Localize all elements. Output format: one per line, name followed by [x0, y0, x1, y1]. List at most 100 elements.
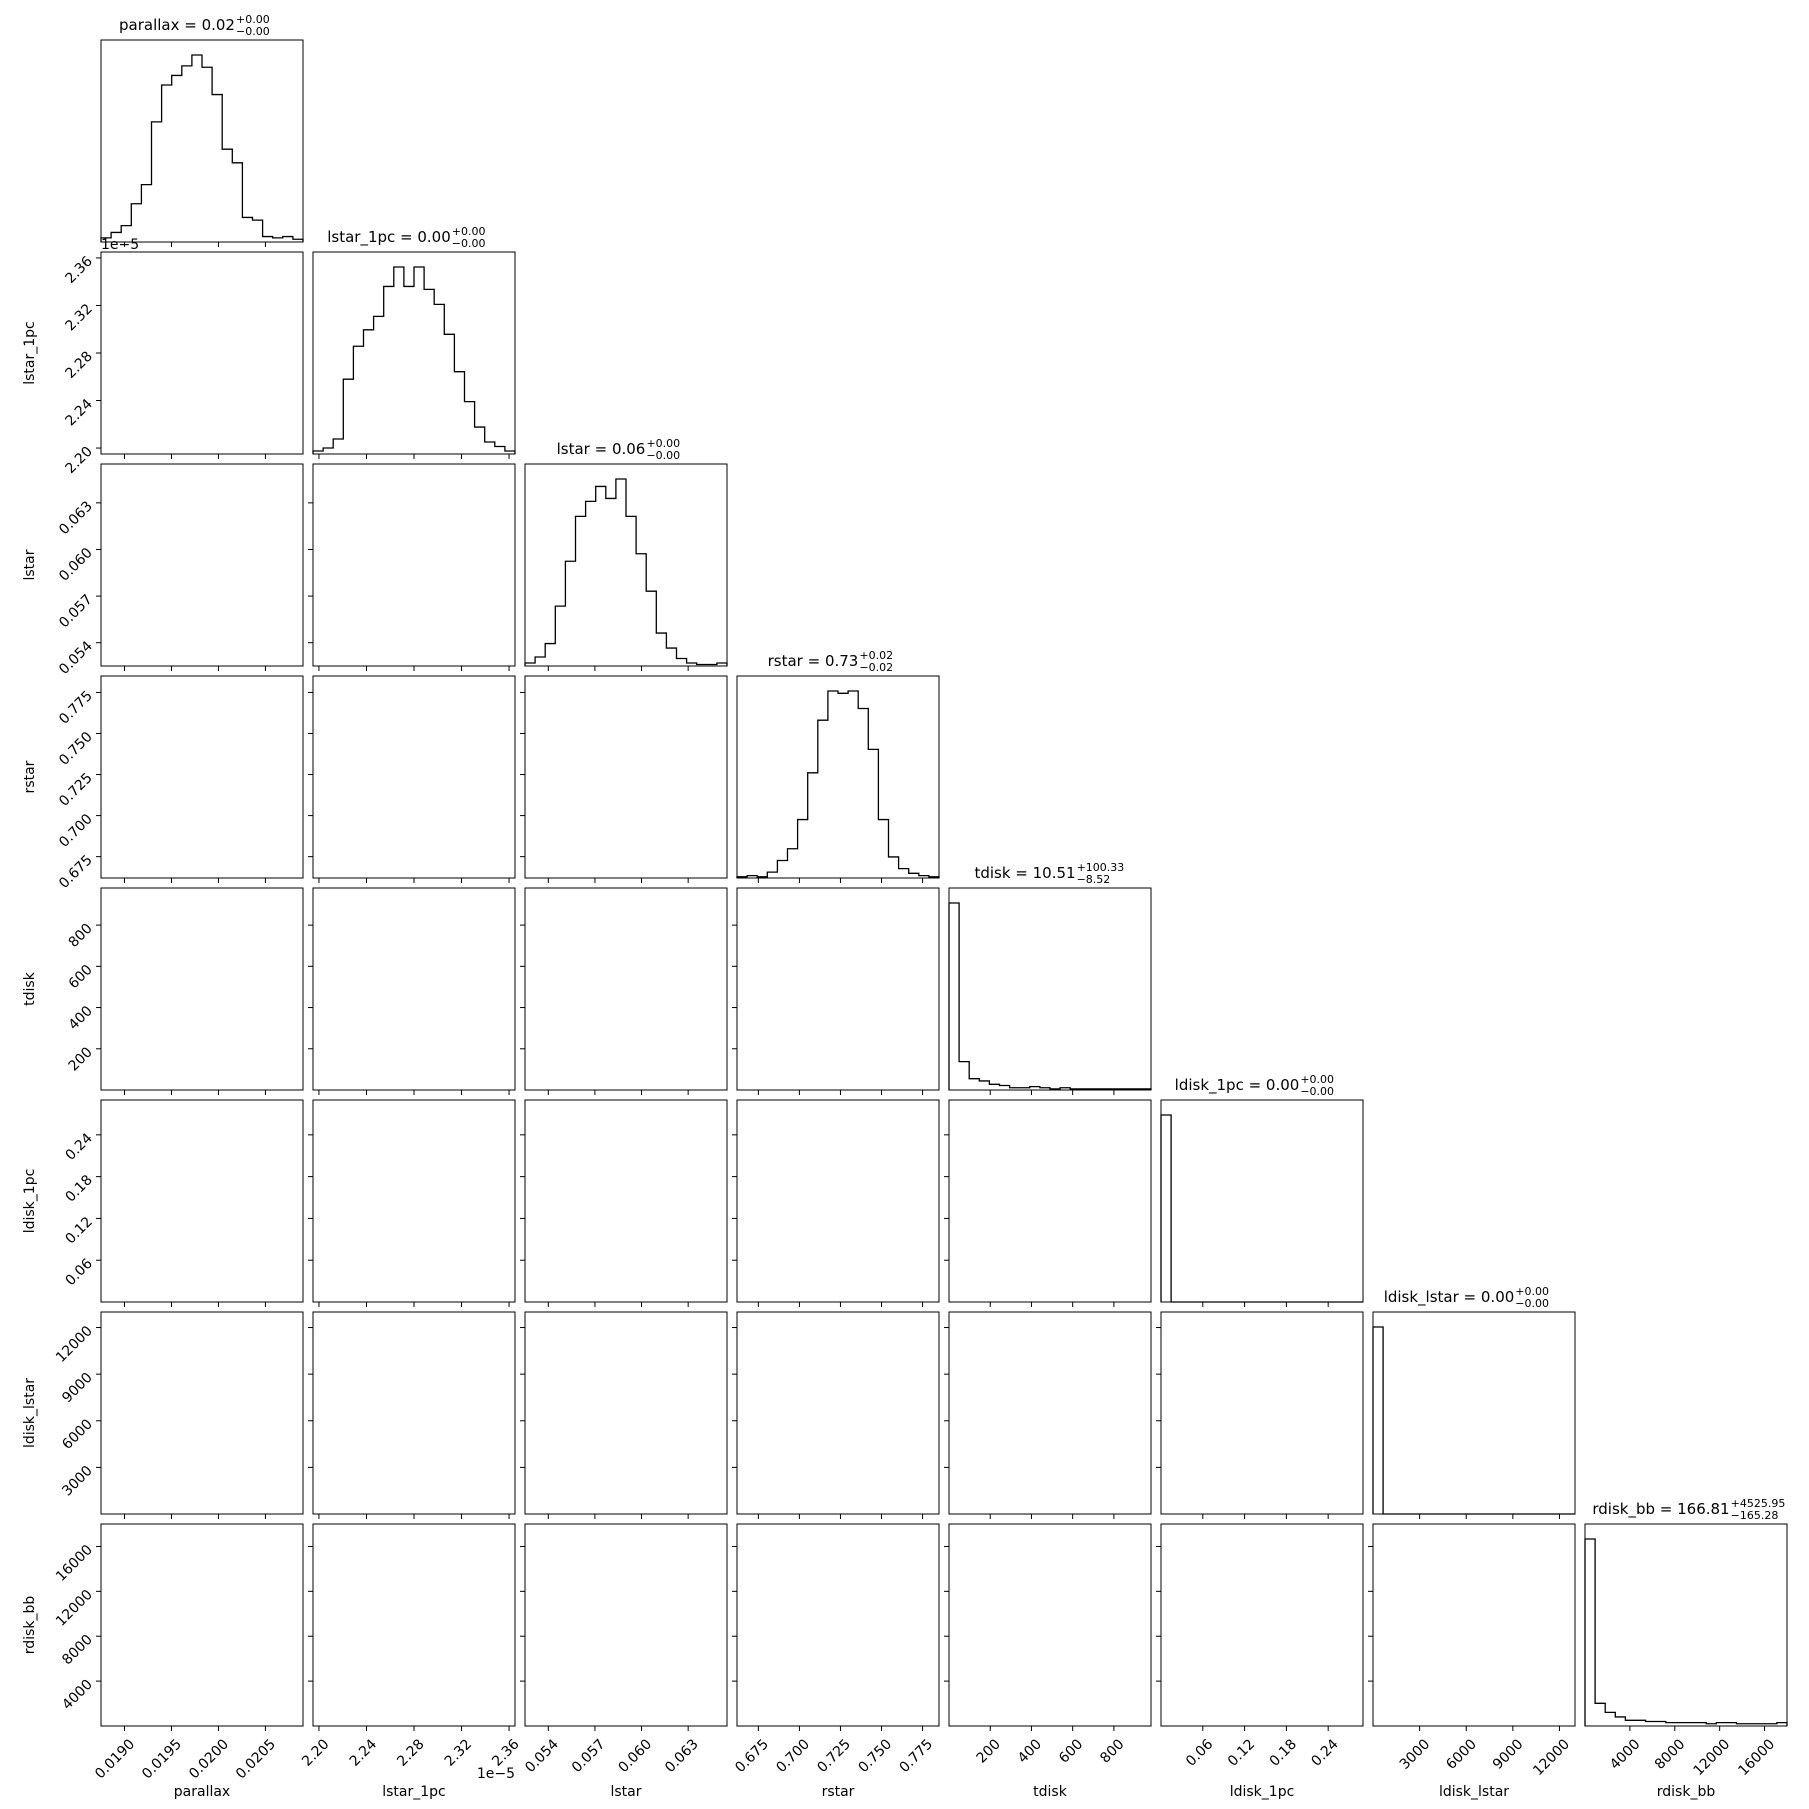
x-tick-label: 2.28	[394, 1736, 427, 1769]
x-tick-label: 0.0205	[233, 1736, 279, 1782]
panel-title: tdisk = 10.51	[974, 864, 1075, 882]
x-tick-label: 0.700	[773, 1736, 813, 1776]
x-tick-label: 3000	[1397, 1736, 1434, 1773]
y-axis-label: rstar	[22, 760, 38, 793]
x-tick-label: 4000	[1607, 1736, 1644, 1773]
x-tick-label: 0.06	[1183, 1736, 1216, 1769]
y-axis-label: tdisk	[22, 971, 38, 1006]
panel-frame	[1584, 1523, 1788, 1727]
y-tick-label: 6000	[59, 1416, 96, 1453]
x-tick-label: 800	[1097, 1736, 1127, 1766]
x-tick-label: 0.12	[1225, 1736, 1258, 1769]
y-tick-label: 0.24	[62, 1130, 95, 1163]
x-axis-label: lstar_1pc	[382, 1784, 446, 1800]
y-tick-label: 0.054	[56, 638, 96, 678]
x-tick-label: 0.057	[569, 1736, 609, 1776]
offset-text: 1e−5	[101, 237, 139, 253]
y-tick-label: 4000	[59, 1677, 96, 1714]
y-tick-label: 0.675	[56, 852, 96, 892]
panel-frame	[100, 1311, 304, 1515]
x-tick-label: 0.18	[1267, 1736, 1300, 1769]
panel-frame	[736, 1311, 940, 1515]
panel-title: parallax = 0.02	[119, 16, 235, 34]
x-tick-label: 200	[974, 1736, 1004, 1766]
y-tick-label: 9000	[59, 1370, 96, 1407]
panel-frame	[948, 1099, 1152, 1303]
x-axis-label: parallax	[174, 1784, 230, 1800]
title-upper: +4525.95	[1731, 1497, 1786, 1510]
panel-frame	[312, 463, 516, 667]
panel-title: ldisk_lstar = 0.00	[1384, 1288, 1515, 1307]
y-axis-label: rdisk_bb	[22, 1596, 38, 1655]
y-tick-label: 0.750	[56, 729, 96, 769]
title-lower: −0.00	[1300, 1085, 1334, 1098]
x-tick-label: 12000	[1690, 1736, 1733, 1779]
offset-text: 1e−5	[477, 1766, 515, 1782]
y-tick-label: 0.775	[56, 688, 96, 728]
x-tick-label: 9000	[1490, 1736, 1527, 1773]
panel-frame	[1160, 1311, 1364, 1515]
histogram	[1160, 1114, 1363, 1303]
panel-title: lstar = 0.06	[557, 440, 646, 458]
y-axis-label: lstar	[22, 549, 38, 580]
x-tick-label: 0.725	[814, 1736, 854, 1776]
x-axis-label: ldisk_lstar	[1439, 1784, 1509, 1800]
title-upper: +0.02	[859, 649, 893, 662]
y-axis-label: ldisk_1pc	[22, 1169, 38, 1234]
panel-frame	[1372, 1311, 1576, 1515]
y-axis-label: lstar_1pc	[22, 321, 38, 385]
x-tick-label: 400	[1015, 1736, 1045, 1766]
y-tick-label: 400	[66, 1003, 96, 1033]
panel-frame	[524, 1523, 728, 1727]
panel-frame	[312, 675, 516, 879]
y-tick-label: 600	[66, 962, 96, 992]
panel-frame	[312, 1523, 516, 1727]
histogram	[100, 54, 304, 242]
x-axis-label: ldisk_1pc	[1230, 1784, 1295, 1800]
panel-frame	[100, 1099, 304, 1303]
y-tick-label: 0.725	[56, 770, 96, 810]
x-tick-label: 0.063	[662, 1736, 702, 1776]
x-tick-label: 0.054	[522, 1736, 562, 1776]
panel-frame	[948, 1311, 1152, 1515]
y-tick-label: 0.18	[62, 1172, 95, 1205]
panel-frame	[100, 251, 304, 455]
x-tick-label: 0.0195	[139, 1736, 185, 1782]
panel-frame	[100, 887, 304, 1091]
title-lower: −0.02	[859, 661, 893, 674]
y-tick-label: 12000	[53, 1587, 96, 1630]
panel-frame	[1160, 1099, 1364, 1303]
x-tick-label: 16000	[1735, 1736, 1778, 1779]
panel-frame	[100, 39, 304, 243]
title-lower: −165.28	[1731, 1509, 1779, 1522]
x-axis-label: lstar	[610, 1784, 641, 1800]
title-upper: +0.00	[236, 13, 270, 26]
title-lower: −0.00	[646, 449, 680, 462]
x-tick-label: 0.775	[897, 1736, 937, 1776]
panel-frame	[100, 675, 304, 879]
title-upper: +0.00	[1300, 1073, 1334, 1086]
x-axis-label: rdisk_bb	[1657, 1784, 1716, 1800]
histogram	[1372, 1326, 1575, 1515]
panel-frame	[100, 463, 304, 667]
title-lower: −8.52	[1077, 873, 1111, 886]
title-lower: −0.00	[236, 25, 270, 38]
panel-frame	[100, 1523, 304, 1727]
panel-frame	[524, 887, 728, 1091]
panel-frame	[312, 887, 516, 1091]
panel-frame	[736, 675, 940, 879]
x-tick-label: 0.750	[855, 1736, 895, 1776]
title-lower: −0.00	[1515, 1297, 1549, 1310]
panel-title: ldisk_1pc = 0.00	[1175, 1076, 1300, 1095]
panel-frame	[524, 463, 728, 667]
x-axis-label: rstar	[822, 1784, 855, 1800]
panel-frame	[948, 1523, 1152, 1727]
panel-title: rdisk_bb = 166.81	[1592, 1500, 1729, 1519]
y-tick-label: 800	[66, 921, 96, 951]
y-tick-label: 3000	[59, 1463, 96, 1500]
y-tick-label: 0.057	[56, 592, 96, 632]
panel-frame	[1372, 1523, 1576, 1727]
y-tick-label: 200	[66, 1044, 96, 1074]
histogram	[736, 690, 940, 878]
y-tick-label: 2.28	[62, 349, 95, 382]
